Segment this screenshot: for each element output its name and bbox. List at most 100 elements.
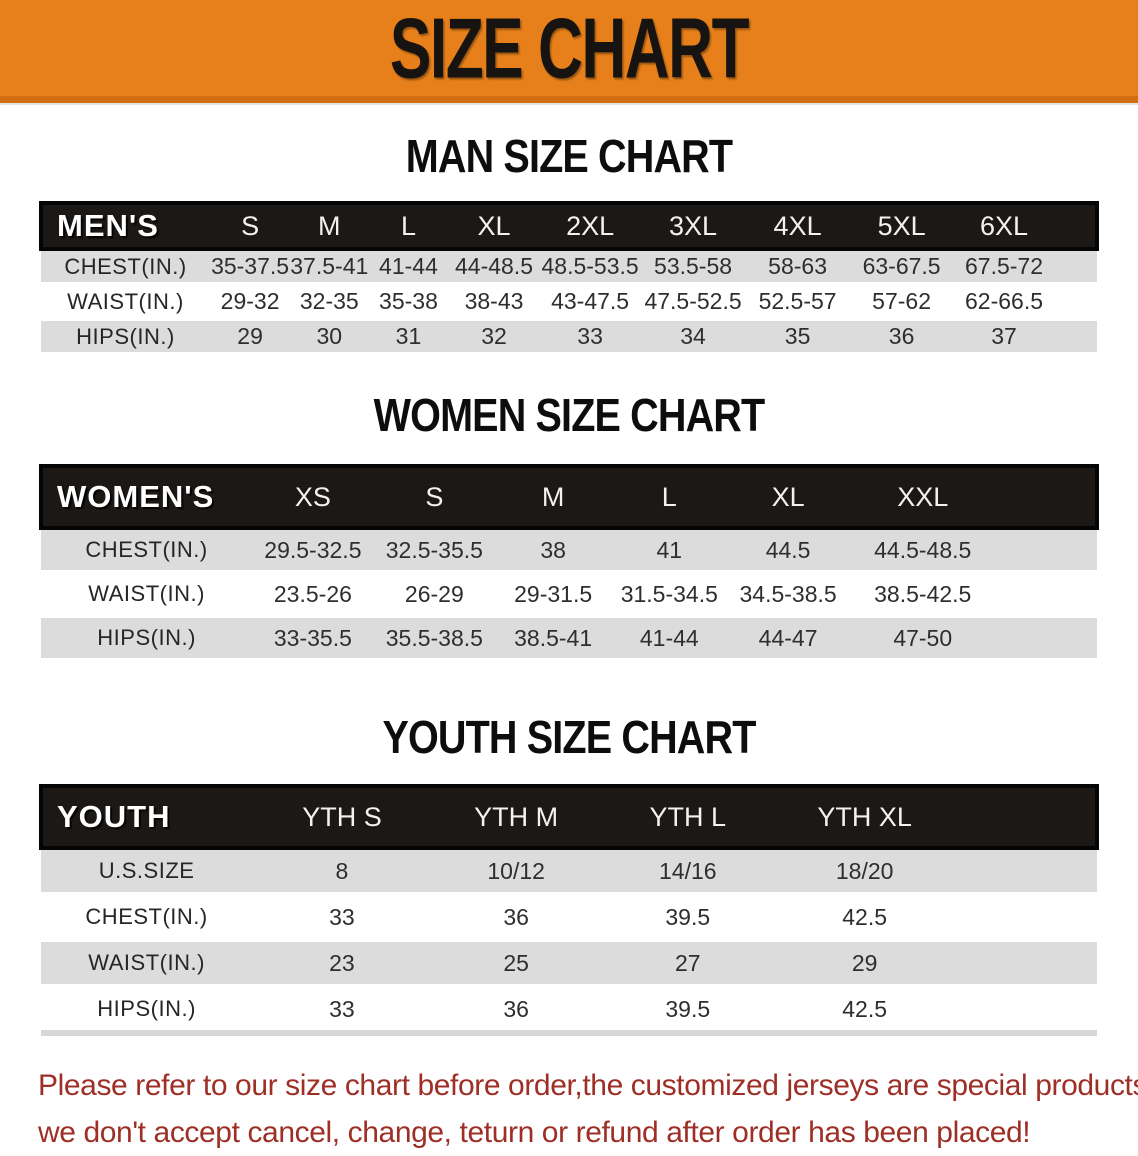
youth-row-filler [954,894,1097,940]
women-table-row: HIPS(IN.) 33-35.5 35.5-38.5 38.5-41 41-44 44-… [41,616,1097,658]
men-size-table: MEN'S S M L XL 2XL 3XL 4XL 5XL 6XL CHEST(IN.) 35-37… [39,201,1099,352]
men-row-label: WAIST(IN.) [67,288,184,314]
women-size-cell: 23.5-26 [273,580,352,607]
youth-section-title: YOUTH SIZE CHART [382,711,756,763]
women-header-filler [997,466,1097,528]
youth-size-header: YTH S [302,801,382,832]
youth-table-row: CHEST(IN.) 33 36 39.5 42.5 [41,894,1097,940]
women-row-filler [997,616,1097,658]
men-size-cell: 52.5-57 [758,288,837,314]
women-section-title: WOMEN SIZE CHART [373,389,765,441]
men-size-cell: 29 [237,323,263,349]
size-chart-banner: SIZE CHART [0,0,1138,103]
youth-size-cell: 27 [674,949,701,976]
men-size-cell: 48.5-53.5 [541,253,639,279]
youth-size-cell: 33 [329,903,355,930]
women-size-cell: 44.5-48.5 [874,536,972,563]
men-size-header: 3XL [669,210,718,241]
youth-row-label: WAIST(IN.) [88,950,205,975]
men-size-cell: 33 [577,323,603,349]
men-row-filler [1055,319,1097,352]
men-size-cell: 29-32 [220,288,280,314]
youth-size-cell: 42.5 [842,903,888,930]
men-size-cell: 34 [680,323,706,349]
women-row-label: CHEST(IN.) [85,537,208,562]
men-size-cell: 53.5-58 [654,253,733,279]
men-size-header: 2XL [566,210,615,241]
women-table-row: CHEST(IN.) 29.5-32.5 32.5-35.5 38 41 44.5 44.5… [41,528,1097,572]
men-size-cell: 44-48.5 [454,253,533,279]
women-size-cell: 41 [656,536,683,563]
youth-size-cell: 18/20 [835,857,894,884]
women-size-cell: 33-35.5 [273,624,352,651]
youth-size-cell: 33 [329,995,355,1022]
youth-row-filler [954,986,1097,1033]
youth-size-cell: 39.5 [665,903,711,930]
men-size-cell: 43-47.5 [551,288,630,314]
youth-size-header: YTH M [474,801,559,832]
women-size-header: L [661,481,677,512]
youth-size-cell: 42.5 [842,995,888,1022]
men-row-filler [1055,284,1097,319]
men-size-cell: 35-37.5 [211,253,290,279]
men-table-row: CHEST(IN.) 35-37.5 37.5-41 41-44 44-48.5 48.5… [41,249,1097,284]
men-row-filler [1055,249,1097,284]
women-size-header: M [541,481,565,512]
men-size-cell: 30 [316,323,343,349]
youth-size-cell: 10/12 [487,857,545,884]
men-size-cell: 57-62 [872,288,931,314]
women-table-row: WAIST(IN.) 23.5-26 26-29 29-31.5 31.5-34.5 34… [41,572,1097,616]
youth-row-label: CHEST(IN.) [85,904,208,929]
men-size-cell: 38-43 [464,288,524,314]
men-size-cell: 36 [888,323,915,349]
men-size-header: 5XL [877,210,926,241]
women-group-label: WOMEN'S [57,479,215,514]
men-table-row: HIPS(IN.) 29 30 31 32 33 34 35 36 37 [41,319,1097,352]
men-row-label: HIPS(IN.) [76,323,175,349]
youth-table-row: WAIST(IN.) 23 25 27 29 [41,940,1097,986]
youth-row-filler [954,940,1097,986]
women-size-header: XL [771,481,805,512]
women-size-cell: 26-29 [404,580,464,607]
youth-group-label: YOUTH [57,799,171,834]
youth-size-cell: 39.5 [665,995,711,1022]
women-size-cell: 44.5 [765,536,811,563]
youth-size-cell: 8 [335,857,349,884]
youth-table-row: HIPS(IN.) 33 36 39.5 42.5 [41,986,1097,1033]
youth-table-row: U.S.SIZE 8 10/12 14/16 18/20 [41,848,1097,894]
men-size-cell: 35-38 [379,288,438,314]
youth-row-label: U.S.SIZE [98,858,195,883]
men-size-cell: 37 [991,323,1017,349]
youth-size-cell: 36 [503,995,529,1022]
men-size-header: S [241,210,260,241]
men-table-row: WAIST(IN.) 29-32 32-35 35-38 38-43 43-47.5 47.… [41,284,1097,319]
youth-size-table: YOUTH YTH S YTH M YTH L YTH XL U.S.SIZE 8 10/12… [39,784,1099,1036]
disclaimer-line-2: we don't accept cancel, change, teturn o… [38,1116,1031,1149]
youth-size-header: YTH XL [817,801,912,832]
youth-header-filler [954,786,1097,848]
men-size-cell: 47.5-52.5 [644,288,742,314]
women-row-label: WAIST(IN.) [88,581,205,606]
youth-row-label: HIPS(IN.) [97,996,196,1021]
men-size-cell: 63-67.5 [862,253,941,279]
women-size-cell: 38.5-41 [514,624,593,651]
women-size-cell: 47-50 [893,624,953,651]
women-size-cell: 29.5-32.5 [264,536,362,563]
women-row-filler [997,572,1097,616]
women-size-cell: 38 [540,536,566,563]
women-size-cell: 38.5-42.5 [874,580,972,607]
women-size-cell: 34.5-38.5 [739,580,837,607]
women-size-table: WOMEN'S XS S M L XL XXL CHEST(IN.) 29.5-32.5 32.5… [39,464,1099,658]
men-group-label: MEN'S [57,208,159,243]
men-size-cell: 58-63 [768,253,827,279]
men-size-cell: 41-44 [379,253,438,279]
women-size-cell: 31.5-34.5 [620,580,718,607]
women-header-row: WOMEN'S XS S M L XL XXL [41,466,1097,528]
disclaimer-note: Please refer to our size chart before or… [38,1062,1138,1156]
youth-size-cell: 14/16 [658,857,717,884]
youth-size-cell: 23 [329,949,355,976]
men-size-header: M [318,210,341,241]
men-size-cell: 67.5-72 [965,253,1044,279]
women-size-cell: 35.5-38.5 [385,624,483,651]
men-row-label: CHEST(IN.) [64,253,187,279]
